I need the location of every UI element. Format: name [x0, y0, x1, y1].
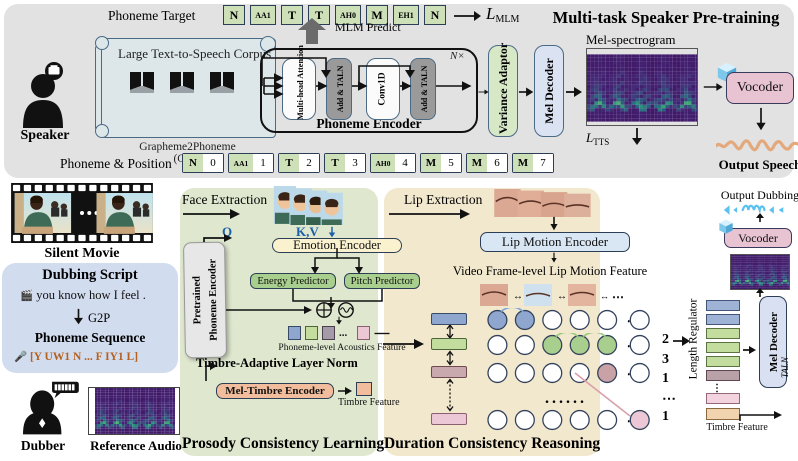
svg-text:↔: ↔ — [513, 291, 523, 302]
svg-text:↔: ↔ — [600, 291, 608, 301]
svg-text:↔: ↔ — [557, 291, 567, 302]
